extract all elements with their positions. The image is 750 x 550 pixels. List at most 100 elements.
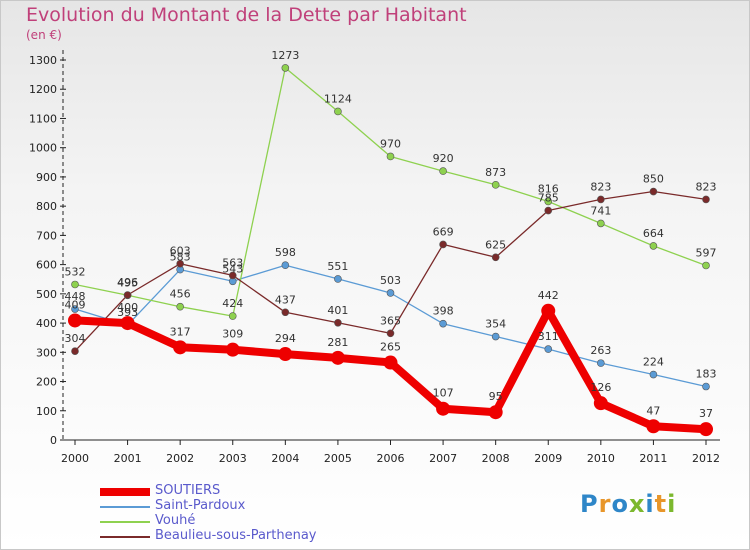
series-point-vouh- [386, 152, 395, 161]
data-label-beaulieu-sous-parthenay: 785 [538, 192, 559, 205]
data-label-saint-pardoux: 543 [222, 262, 243, 275]
y-tick-label: 1000 [29, 142, 57, 155]
y-tick-label: 1100 [29, 112, 57, 125]
data-label-soutiers: 442 [538, 289, 559, 302]
series-point-vouh- [334, 107, 342, 116]
y-tick-label: 200 [36, 376, 57, 389]
x-tick-label: 2005 [324, 452, 352, 465]
series-points [68, 64, 713, 437]
series-point-soutiers [278, 347, 293, 362]
logo-letter: x [628, 490, 646, 518]
logo-letter: i [645, 490, 655, 518]
logo-letter: o [611, 490, 629, 518]
data-label-beaulieu-sous-parthenay: 563 [222, 256, 243, 269]
series-point-beaulieu-sous-parthenay [649, 187, 658, 196]
series-point-vouh- [702, 261, 710, 270]
y-tick-label: 800 [36, 200, 57, 213]
data-label-beaulieu-sous-parthenay: 669 [433, 225, 454, 238]
data-label-beaulieu-sous-parthenay: 496 [117, 276, 138, 289]
series-point-vouh- [281, 64, 290, 72]
series-point-vouh- [544, 197, 553, 206]
data-label-soutiers: 265 [380, 341, 401, 354]
legend-item-vouhe: Vouhé [100, 513, 360, 530]
y-tick-label: 600 [36, 259, 57, 272]
y-tick-label: 1200 [29, 83, 57, 96]
data-label-vouh-: 816 [538, 182, 559, 195]
series-point-beaulieu-sous-parthenay [123, 291, 132, 299]
data-label-soutiers: 400 [117, 301, 138, 314]
x-tick-label: 2011 [639, 452, 667, 465]
data-label-soutiers: 37 [699, 407, 713, 420]
data-label-vouh-: 741 [590, 204, 611, 217]
data-label-beaulieu-sous-parthenay: 850 [643, 173, 664, 186]
y-tick-label: 900 [36, 171, 57, 184]
legend-label-saint-pardoux: Saint-Pardoux [155, 498, 246, 513]
series-point-saint-pardoux [439, 319, 447, 328]
data-label-soutiers: 107 [433, 387, 454, 400]
data-label-soutiers: 126 [590, 381, 611, 394]
series-point-saint-pardoux [649, 370, 658, 379]
series-point-beaulieu-sous-parthenay [386, 329, 395, 338]
series-point-vouh- [597, 219, 605, 228]
data-label-vouh-: 597 [696, 246, 717, 259]
x-tick-label: 2010 [587, 452, 615, 465]
data-label-saint-pardoux: 393 [117, 306, 138, 319]
series-point-beaulieu-sous-parthenay [491, 253, 500, 262]
series-point-soutiers [68, 313, 82, 328]
chart-title: Evolution du Montant de la Dette par Hab… [26, 4, 467, 26]
data-label-saint-pardoux: 598 [275, 246, 296, 259]
legend-swatch-beaulieu [100, 536, 150, 538]
data-label-saint-pardoux: 448 [65, 290, 86, 303]
series-point-vouh- [228, 312, 237, 320]
series-point-soutiers [436, 401, 451, 416]
logo-letter: r [598, 490, 612, 518]
series-point-saint-pardoux [71, 305, 79, 313]
series-point-vouh- [491, 181, 500, 189]
series-point-soutiers [541, 303, 556, 318]
data-label-beaulieu-sous-parthenay: 401 [327, 304, 348, 317]
x-tick-label: 2003 [219, 452, 247, 465]
series-point-saint-pardoux [491, 332, 500, 341]
legend-label-beaulieu: Beaulieu-sous-Parthenay [155, 528, 317, 543]
legend-item-beaulieu: Beaulieu-sous-Parthenay [100, 528, 360, 545]
series-point-soutiers [488, 405, 503, 420]
proxiti-logo: Proxiti [580, 490, 676, 518]
series-point-saint-pardoux [281, 261, 290, 270]
data-label-vouh-: 873 [485, 166, 506, 179]
data-label-beaulieu-sous-parthenay: 365 [380, 314, 401, 327]
legend-swatch-soutiers [100, 488, 150, 496]
y-tick-label: 500 [36, 288, 57, 301]
legend-label-soutiers: SOUTIERS [155, 483, 221, 498]
series-point-soutiers [225, 342, 240, 357]
chart-subtitle: (en €) [26, 28, 62, 42]
series-point-vouh- [71, 280, 79, 289]
series-point-beaulieu-sous-parthenay [228, 271, 237, 280]
series-point-saint-pardoux [386, 289, 395, 297]
logo-letter: i [667, 490, 677, 518]
data-label-beaulieu-sous-parthenay: 603 [170, 245, 191, 258]
x-tick-label: 2001 [114, 452, 142, 465]
y-tick-label: 100 [36, 405, 57, 418]
series-point-saint-pardoux [544, 345, 553, 353]
series-point-beaulieu-sous-parthenay [597, 195, 605, 204]
data-label-saint-pardoux: 583 [170, 251, 191, 264]
series-point-saint-pardoux [597, 359, 605, 367]
data-label-soutiers: 309 [222, 328, 243, 341]
data-label-vouh-: 920 [433, 152, 454, 165]
y-tick-label: 0 [50, 434, 57, 447]
series-point-soutiers [120, 316, 135, 331]
data-label-soutiers: 317 [170, 325, 191, 338]
data-label-soutiers: 95 [489, 390, 503, 403]
series-point-soutiers [699, 422, 713, 437]
data-label-beaulieu-sous-parthenay: 823 [590, 180, 611, 193]
series-point-beaulieu-sous-parthenay [334, 318, 342, 327]
data-label-soutiers: 281 [327, 336, 348, 349]
data-labels: 448 393 583 543 598 551 503 398 354 311 263 224 183 5… [65, 49, 717, 420]
y-tick-label: 1300 [29, 54, 57, 67]
x-tick-label: 2000 [61, 452, 89, 465]
data-label-beaulieu-sous-parthenay: 625 [485, 238, 506, 251]
series-point-beaulieu-sous-parthenay [439, 240, 447, 249]
data-label-beaulieu-sous-parthenay: 304 [65, 332, 86, 345]
